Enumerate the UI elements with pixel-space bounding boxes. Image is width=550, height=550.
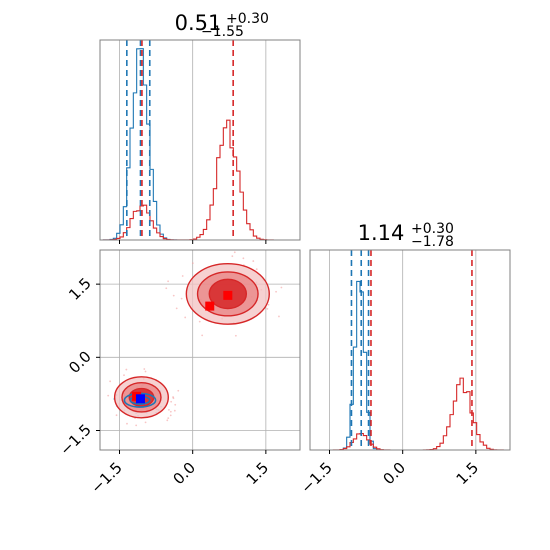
scatter-point-red	[174, 403, 177, 406]
marker-red	[223, 290, 233, 300]
marker-red	[205, 301, 215, 311]
quantile-lines	[350, 250, 473, 450]
joint-panel: −1.5 0.0 1.5 −1.5 0.0 1.5	[56, 249, 301, 497]
x-tick-label: 1.5	[243, 459, 273, 489]
x-tick-label: −1.5	[297, 459, 335, 497]
histogram-blue	[310, 280, 510, 451]
title-param2-sup: +0.30	[411, 221, 454, 237]
y-tick-label: 0.0	[65, 347, 95, 377]
scatter-point-red	[170, 400, 173, 403]
title-param2: 1.14	[358, 221, 405, 245]
x-tick-label: −1.5	[87, 459, 125, 497]
scatter-point-red	[198, 320, 201, 323]
x-tick-label: 1.5	[453, 459, 483, 489]
scatter-point-red	[169, 414, 172, 417]
y-ticks: −1.5 0.0 1.5	[56, 274, 100, 459]
scatter-point-red	[169, 410, 172, 413]
histogram-red	[100, 119, 300, 241]
x-tick-marks	[119, 240, 267, 244]
scatter-point-red	[234, 334, 237, 337]
scatter-point-red	[184, 316, 187, 319]
scatter-point-red	[115, 414, 118, 417]
scatter-point-red	[173, 409, 176, 412]
marginal-panel-param2: −1.5 0.0 1.5	[297, 249, 511, 497]
scatter-point-red	[233, 251, 236, 254]
quantile-lines	[126, 40, 234, 240]
panel-frame	[309, 249, 511, 451]
scatter-point-red	[242, 257, 245, 260]
markers	[132, 290, 233, 404]
scatter-point-red	[167, 280, 170, 283]
scatter-point-red	[135, 424, 138, 427]
title-param1-sub: −1.55	[201, 24, 244, 40]
scatter-point-red	[252, 260, 255, 262]
x-tick-label: 0.0	[169, 459, 199, 489]
scatter-point-red	[109, 380, 112, 383]
histogram-red	[310, 377, 510, 451]
title-param1: 0.51	[175, 11, 222, 35]
y-tick-label: −1.5	[56, 421, 94, 459]
scatter-point-red	[280, 286, 283, 289]
scatter-point-red	[172, 294, 175, 297]
scatter-point-red	[278, 315, 280, 318]
x-ticks: −1.5 0.0 1.5	[297, 450, 482, 497]
title-param1-sup: +0.30	[226, 11, 269, 27]
y-tick-label: 1.5	[65, 274, 95, 304]
scatter-point-red	[167, 408, 170, 411]
histogram-blue	[100, 48, 300, 241]
scatter-point-red	[181, 275, 184, 277]
grid	[119, 40, 267, 240]
scatter-point-red	[107, 394, 110, 397]
scatter-point-red	[201, 334, 204, 337]
scatter-point-red	[144, 421, 147, 424]
scatter-point-red	[191, 262, 194, 265]
scatter-point-red	[125, 368, 128, 371]
scatter-point-red	[143, 368, 146, 370]
scatter-point-red	[175, 307, 178, 310]
scatter-point-red	[126, 422, 128, 425]
scatter-point-red	[266, 308, 269, 310]
grid	[329, 250, 477, 450]
panel-frame	[99, 39, 301, 241]
scatter-point-red	[172, 397, 175, 400]
marker-blue	[135, 394, 145, 404]
scatter-point-red	[123, 374, 125, 377]
scatter-point-red	[165, 287, 168, 290]
marginal-panel-param1	[99, 39, 301, 244]
title-param2-sub: −1.78	[411, 234, 454, 250]
scatter-point-red	[231, 255, 234, 258]
x-ticks: −1.5 0.0 1.5	[87, 450, 272, 497]
scatter-point-red	[275, 290, 277, 293]
scatter-point-red	[144, 370, 147, 373]
scatter-point-red	[180, 297, 183, 300]
scatter-point-red	[177, 389, 180, 392]
x-tick-label: 0.0	[379, 459, 409, 489]
scatter-point-red	[166, 419, 169, 422]
scatter-point-red	[255, 268, 258, 271]
panel-frame	[99, 249, 301, 451]
scatter-point-red	[267, 303, 270, 306]
scatter-point-red	[167, 417, 170, 420]
